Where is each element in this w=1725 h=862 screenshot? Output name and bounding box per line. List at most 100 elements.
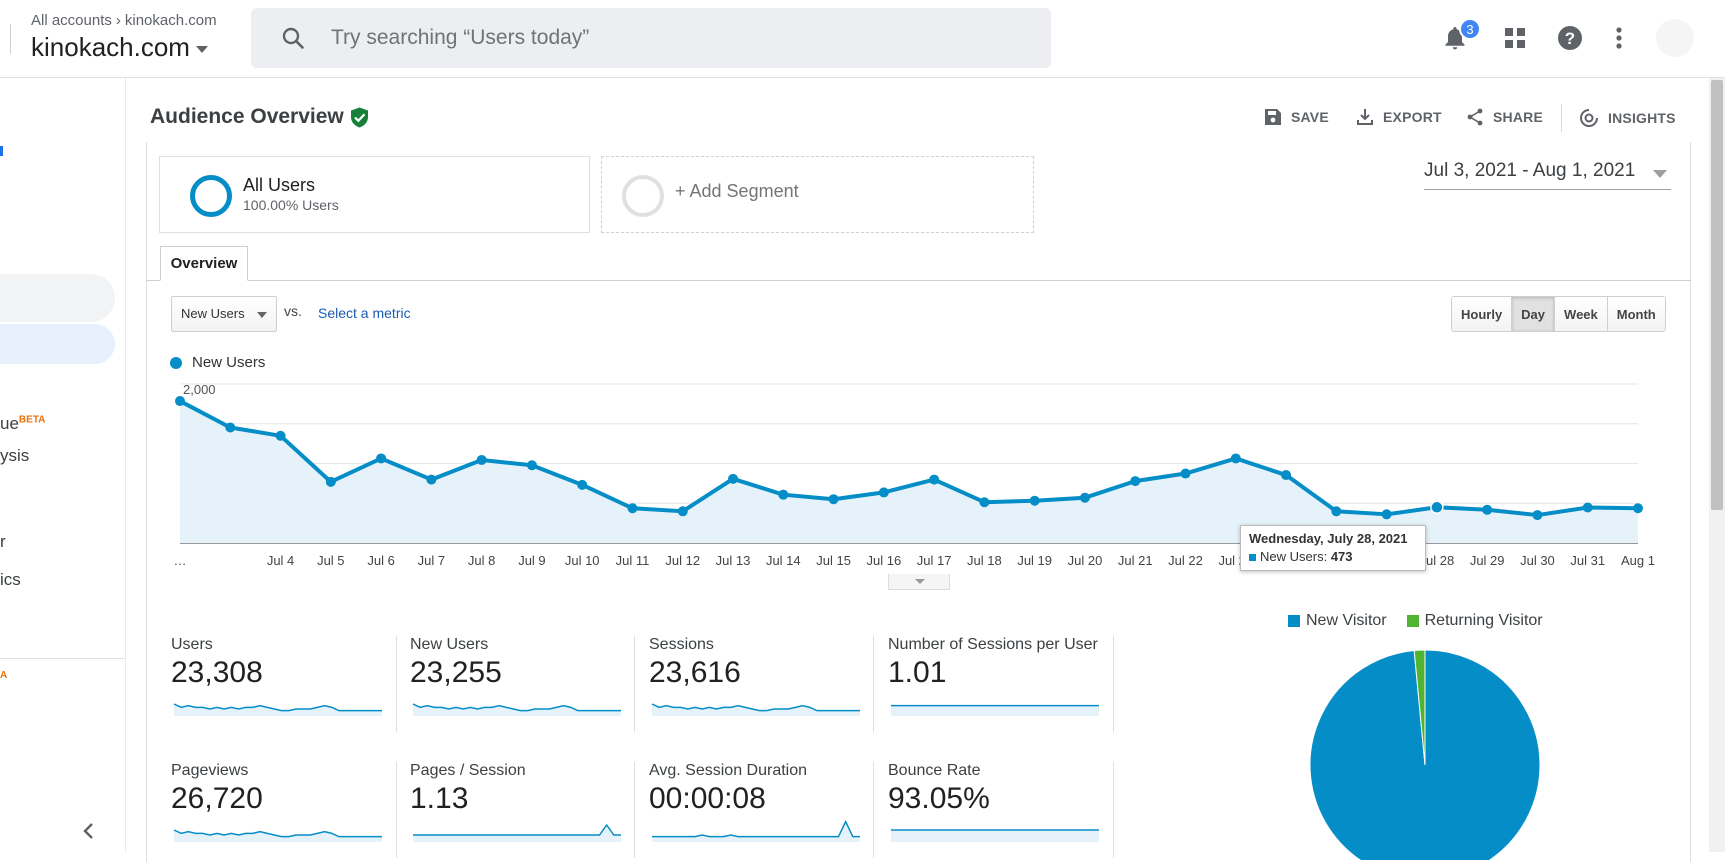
property-selector[interactable]: kinokach.com xyxy=(31,32,208,63)
granularity-hourly-button[interactable]: Hourly xyxy=(1452,297,1512,331)
sparkline-line xyxy=(652,819,860,838)
divider xyxy=(1561,104,1562,132)
scorecard-sessions[interactable]: Sessions 23,616 xyxy=(649,636,867,736)
x-tick-label: Jul 12 xyxy=(665,553,700,568)
scorecard-new-users[interactable]: New Users 23,255 xyxy=(410,636,628,736)
search-input[interactable] xyxy=(331,22,1011,54)
scorecard-pages-per-session[interactable]: Pages / Session 1.13 xyxy=(410,762,628,862)
data-point[interactable] xyxy=(828,494,839,505)
nav-item-fragment[interactable]: r xyxy=(0,532,6,551)
nav-item-highlight[interactable] xyxy=(0,274,115,322)
data-point[interactable] xyxy=(1029,495,1040,506)
data-point[interactable] xyxy=(1532,510,1543,521)
scorecard-value: 26,720 xyxy=(171,782,263,815)
granularity-day-button[interactable]: Day xyxy=(1511,297,1555,331)
export-button[interactable]: EXPORT xyxy=(1356,108,1442,126)
data-point[interactable] xyxy=(1079,492,1090,503)
data-point[interactable] xyxy=(1180,468,1191,479)
pie-legend-item-new[interactable]: New Visitor xyxy=(1288,612,1387,630)
share-label: SHARE xyxy=(1493,109,1544,125)
breadcrumb[interactable]: All accounts › kinokach.com xyxy=(31,12,217,29)
scorecard-label: Avg. Session Duration xyxy=(649,762,808,779)
save-button[interactable]: SAVE xyxy=(1264,108,1329,126)
more-vert-icon[interactable] xyxy=(1601,20,1637,56)
date-range-picker[interactable]: Jul 3, 2021 - Aug 1, 2021 xyxy=(1424,160,1671,190)
notification-count-badge: 3 xyxy=(1459,18,1481,40)
tab-overview[interactable]: Overview xyxy=(160,246,248,281)
data-point[interactable] xyxy=(526,460,537,471)
chart-resize-handle[interactable] xyxy=(888,574,950,590)
data-point[interactable] xyxy=(979,497,990,508)
sparkline-line xyxy=(173,829,382,838)
scorecard-label: Pages / Session xyxy=(410,762,526,779)
report-panel xyxy=(146,142,1691,862)
data-point[interactable] xyxy=(1281,470,1292,481)
nav-item-fragment[interactable]: ysis xyxy=(0,446,30,465)
data-point[interactable] xyxy=(1230,453,1241,464)
data-point[interactable] xyxy=(929,474,940,485)
share-button[interactable]: SHARE xyxy=(1466,108,1543,126)
sparkline xyxy=(652,819,860,842)
select-metric-link[interactable]: Select a metric xyxy=(318,305,411,321)
scorecard-avg-session-duration[interactable]: Avg. Session Duration 00:00:08 xyxy=(649,762,867,862)
data-point[interactable] xyxy=(1130,476,1141,487)
insights-button[interactable]: INSIGHTS xyxy=(1579,108,1676,128)
data-point[interactable] xyxy=(878,487,889,498)
legend-label: Returning Visitor xyxy=(1424,612,1543,629)
scorecard-value: 1.01 xyxy=(888,656,947,689)
pie-slice[interactable] xyxy=(1310,650,1540,860)
data-point[interactable] xyxy=(325,476,336,487)
search-box[interactable] xyxy=(251,8,1051,68)
help-icon[interactable]: ? xyxy=(1552,20,1588,56)
data-point[interactable] xyxy=(1430,500,1444,515)
series-area xyxy=(180,401,1638,543)
segment-all-users[interactable]: All Users 100.00% Users xyxy=(159,156,590,233)
scorecard-pageviews[interactable]: Pageviews 26,720 xyxy=(171,762,389,862)
data-point[interactable] xyxy=(577,479,588,490)
pie-legend-item-returning[interactable]: Returning Visitor xyxy=(1406,612,1543,630)
granularity-week-button[interactable]: Week xyxy=(1554,297,1607,331)
breadcrumb-leaf[interactable]: kinokach.com xyxy=(124,12,217,29)
scorecard-users[interactable]: Users 23,308 xyxy=(171,636,389,736)
data-point[interactable] xyxy=(426,474,437,485)
left-nav: ueBETA ysis r ics A xyxy=(0,78,126,852)
data-point[interactable] xyxy=(677,506,688,517)
data-point[interactable] xyxy=(1582,502,1593,513)
chart-legend[interactable]: New Users xyxy=(170,354,265,371)
data-point[interactable] xyxy=(728,473,739,484)
data-point[interactable] xyxy=(627,503,638,514)
avatar[interactable] xyxy=(1656,19,1694,57)
nav-item-selected[interactable] xyxy=(0,324,115,364)
pie-slice[interactable] xyxy=(1413,650,1426,766)
scrollbar-thumb[interactable] xyxy=(1711,80,1723,510)
caret-down-icon xyxy=(1653,170,1667,178)
scorecard-bounce-rate[interactable]: Bounce Rate 93.05% xyxy=(888,762,1106,862)
x-tick-label: Jul 18 xyxy=(967,553,1002,568)
data-point[interactable] xyxy=(476,454,487,465)
data-point[interactable] xyxy=(376,453,387,464)
data-point[interactable] xyxy=(275,430,286,441)
chevron-left-icon[interactable] xyxy=(82,822,94,840)
top-app-bar: All accounts›kinokach.com kinokach.com 3… xyxy=(0,0,1725,78)
add-segment-button[interactable]: + Add Segment xyxy=(601,156,1034,233)
scorecard-sessions-per-user[interactable]: Number of Sessions per User 1.01 xyxy=(888,636,1106,736)
nav-item-fragment[interactable]: ueBETA xyxy=(0,414,45,434)
data-point[interactable] xyxy=(1633,503,1643,514)
apps-grid-icon[interactable] xyxy=(1497,20,1533,56)
data-point[interactable] xyxy=(225,422,236,433)
beta-badge: BETA xyxy=(18,414,46,426)
breadcrumb-root[interactable]: All accounts xyxy=(31,12,112,29)
data-point[interactable] xyxy=(1381,509,1392,520)
nav-item-fragment[interactable]: ics xyxy=(0,570,21,589)
series-line xyxy=(179,399,1639,518)
visitor-pie-chart[interactable] xyxy=(1310,650,1540,860)
data-point[interactable] xyxy=(778,489,789,500)
metric-dropdown[interactable]: New Users xyxy=(171,296,277,332)
granularity-month-button[interactable]: Month xyxy=(1606,297,1665,331)
data-point[interactable] xyxy=(1331,506,1342,517)
data-point[interactable] xyxy=(1482,504,1493,515)
caret-down-icon xyxy=(915,579,925,584)
scorecard-label: Bounce Rate xyxy=(888,762,981,779)
data-point[interactable] xyxy=(175,396,185,407)
